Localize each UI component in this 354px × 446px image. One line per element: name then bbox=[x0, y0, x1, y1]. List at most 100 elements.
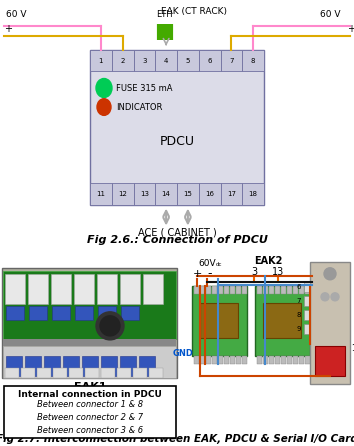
Bar bbox=[304, 296, 310, 306]
Bar bbox=[97, 274, 117, 304]
Bar bbox=[206, 356, 211, 364]
Text: 8: 8 bbox=[297, 312, 301, 318]
Text: Internal connection in PDCU: Internal connection in PDCU bbox=[18, 390, 162, 399]
Bar bbox=[120, 274, 140, 304]
Text: 60 V: 60 V bbox=[6, 10, 27, 19]
Bar bbox=[194, 286, 199, 294]
Bar bbox=[3, 339, 176, 346]
Bar bbox=[63, 356, 79, 376]
Bar bbox=[305, 356, 310, 364]
Text: Fig 2.7: Interconnection between EAK, PDCU & Serial I/O Card: Fig 2.7: Interconnection between EAK, PD… bbox=[0, 434, 354, 444]
Bar bbox=[221, 50, 242, 71]
Bar bbox=[44, 356, 60, 376]
Bar bbox=[75, 306, 93, 320]
Bar bbox=[242, 356, 247, 364]
Bar bbox=[305, 286, 310, 294]
Bar bbox=[224, 356, 229, 364]
Bar bbox=[287, 286, 292, 294]
Bar bbox=[53, 368, 67, 378]
Text: 5: 5 bbox=[186, 58, 190, 64]
Bar bbox=[304, 310, 310, 320]
Circle shape bbox=[97, 99, 111, 116]
Bar bbox=[101, 368, 115, 378]
Text: EAK (CT RACK): EAK (CT RACK) bbox=[161, 7, 227, 16]
Text: 60V: 60V bbox=[198, 259, 216, 268]
Text: EAK1: EAK1 bbox=[74, 382, 106, 392]
Text: GND: GND bbox=[172, 349, 193, 358]
Bar bbox=[281, 356, 286, 364]
Bar bbox=[242, 50, 264, 71]
Bar bbox=[37, 368, 51, 378]
Bar bbox=[200, 356, 205, 364]
Bar bbox=[304, 324, 310, 334]
Bar bbox=[257, 286, 262, 294]
Bar bbox=[25, 356, 41, 376]
Bar bbox=[310, 262, 350, 384]
Text: FUSE 315 mA: FUSE 315 mA bbox=[116, 83, 172, 92]
Bar bbox=[255, 286, 310, 356]
Bar bbox=[51, 274, 71, 304]
Bar bbox=[269, 356, 274, 364]
Bar bbox=[29, 306, 47, 320]
Bar bbox=[242, 183, 264, 205]
Bar bbox=[263, 286, 268, 294]
Text: 13: 13 bbox=[272, 267, 284, 277]
Text: ETH: ETH bbox=[156, 10, 172, 19]
Bar bbox=[315, 346, 345, 376]
Bar bbox=[212, 286, 217, 294]
Bar bbox=[299, 356, 304, 364]
Bar bbox=[269, 286, 274, 294]
Bar bbox=[230, 286, 235, 294]
Bar bbox=[120, 356, 136, 376]
Text: 16: 16 bbox=[205, 191, 214, 197]
Bar bbox=[74, 274, 94, 304]
Bar bbox=[155, 183, 177, 205]
Bar bbox=[5, 368, 19, 378]
Bar bbox=[236, 356, 241, 364]
Bar bbox=[293, 356, 298, 364]
Text: 18: 18 bbox=[249, 191, 258, 197]
Bar bbox=[224, 286, 229, 294]
Bar bbox=[112, 50, 133, 71]
Circle shape bbox=[96, 312, 124, 340]
Bar bbox=[200, 286, 205, 294]
Text: EAK2: EAK2 bbox=[254, 256, 282, 266]
Bar bbox=[133, 368, 147, 378]
Text: 3: 3 bbox=[251, 267, 257, 277]
Bar bbox=[90, 50, 112, 71]
Bar bbox=[304, 282, 310, 292]
Text: 11: 11 bbox=[96, 191, 105, 197]
Text: 1: 1 bbox=[99, 58, 103, 64]
Text: +: + bbox=[192, 269, 202, 279]
Text: ACE ( CABINET ): ACE ( CABINET ) bbox=[138, 227, 216, 237]
Bar bbox=[200, 303, 238, 338]
Bar bbox=[218, 356, 223, 364]
Text: Between connector 3 & 6: Between connector 3 & 6 bbox=[37, 426, 143, 435]
Text: 3: 3 bbox=[142, 58, 147, 64]
Text: 2: 2 bbox=[120, 58, 125, 64]
Bar bbox=[263, 303, 301, 338]
Text: dc: dc bbox=[216, 262, 223, 267]
Text: +: + bbox=[4, 24, 12, 34]
Text: Between connector 2 & 7: Between connector 2 & 7 bbox=[37, 413, 143, 422]
Bar bbox=[212, 356, 217, 364]
Bar bbox=[299, 286, 304, 294]
Bar bbox=[4, 386, 176, 438]
Bar bbox=[230, 356, 235, 364]
Bar bbox=[3, 271, 176, 339]
Bar bbox=[3, 346, 176, 378]
Text: 13: 13 bbox=[140, 191, 149, 197]
Text: -: - bbox=[208, 267, 212, 280]
Bar bbox=[206, 286, 211, 294]
Bar bbox=[155, 50, 177, 71]
Bar bbox=[281, 286, 286, 294]
Bar bbox=[192, 286, 247, 356]
Text: 17: 17 bbox=[227, 191, 236, 197]
Bar bbox=[133, 50, 155, 71]
Bar bbox=[177, 50, 199, 71]
Bar bbox=[194, 356, 199, 364]
Bar bbox=[177, 183, 199, 205]
Bar bbox=[263, 356, 268, 364]
Text: 60 V: 60 V bbox=[320, 10, 341, 19]
Bar bbox=[112, 183, 133, 205]
